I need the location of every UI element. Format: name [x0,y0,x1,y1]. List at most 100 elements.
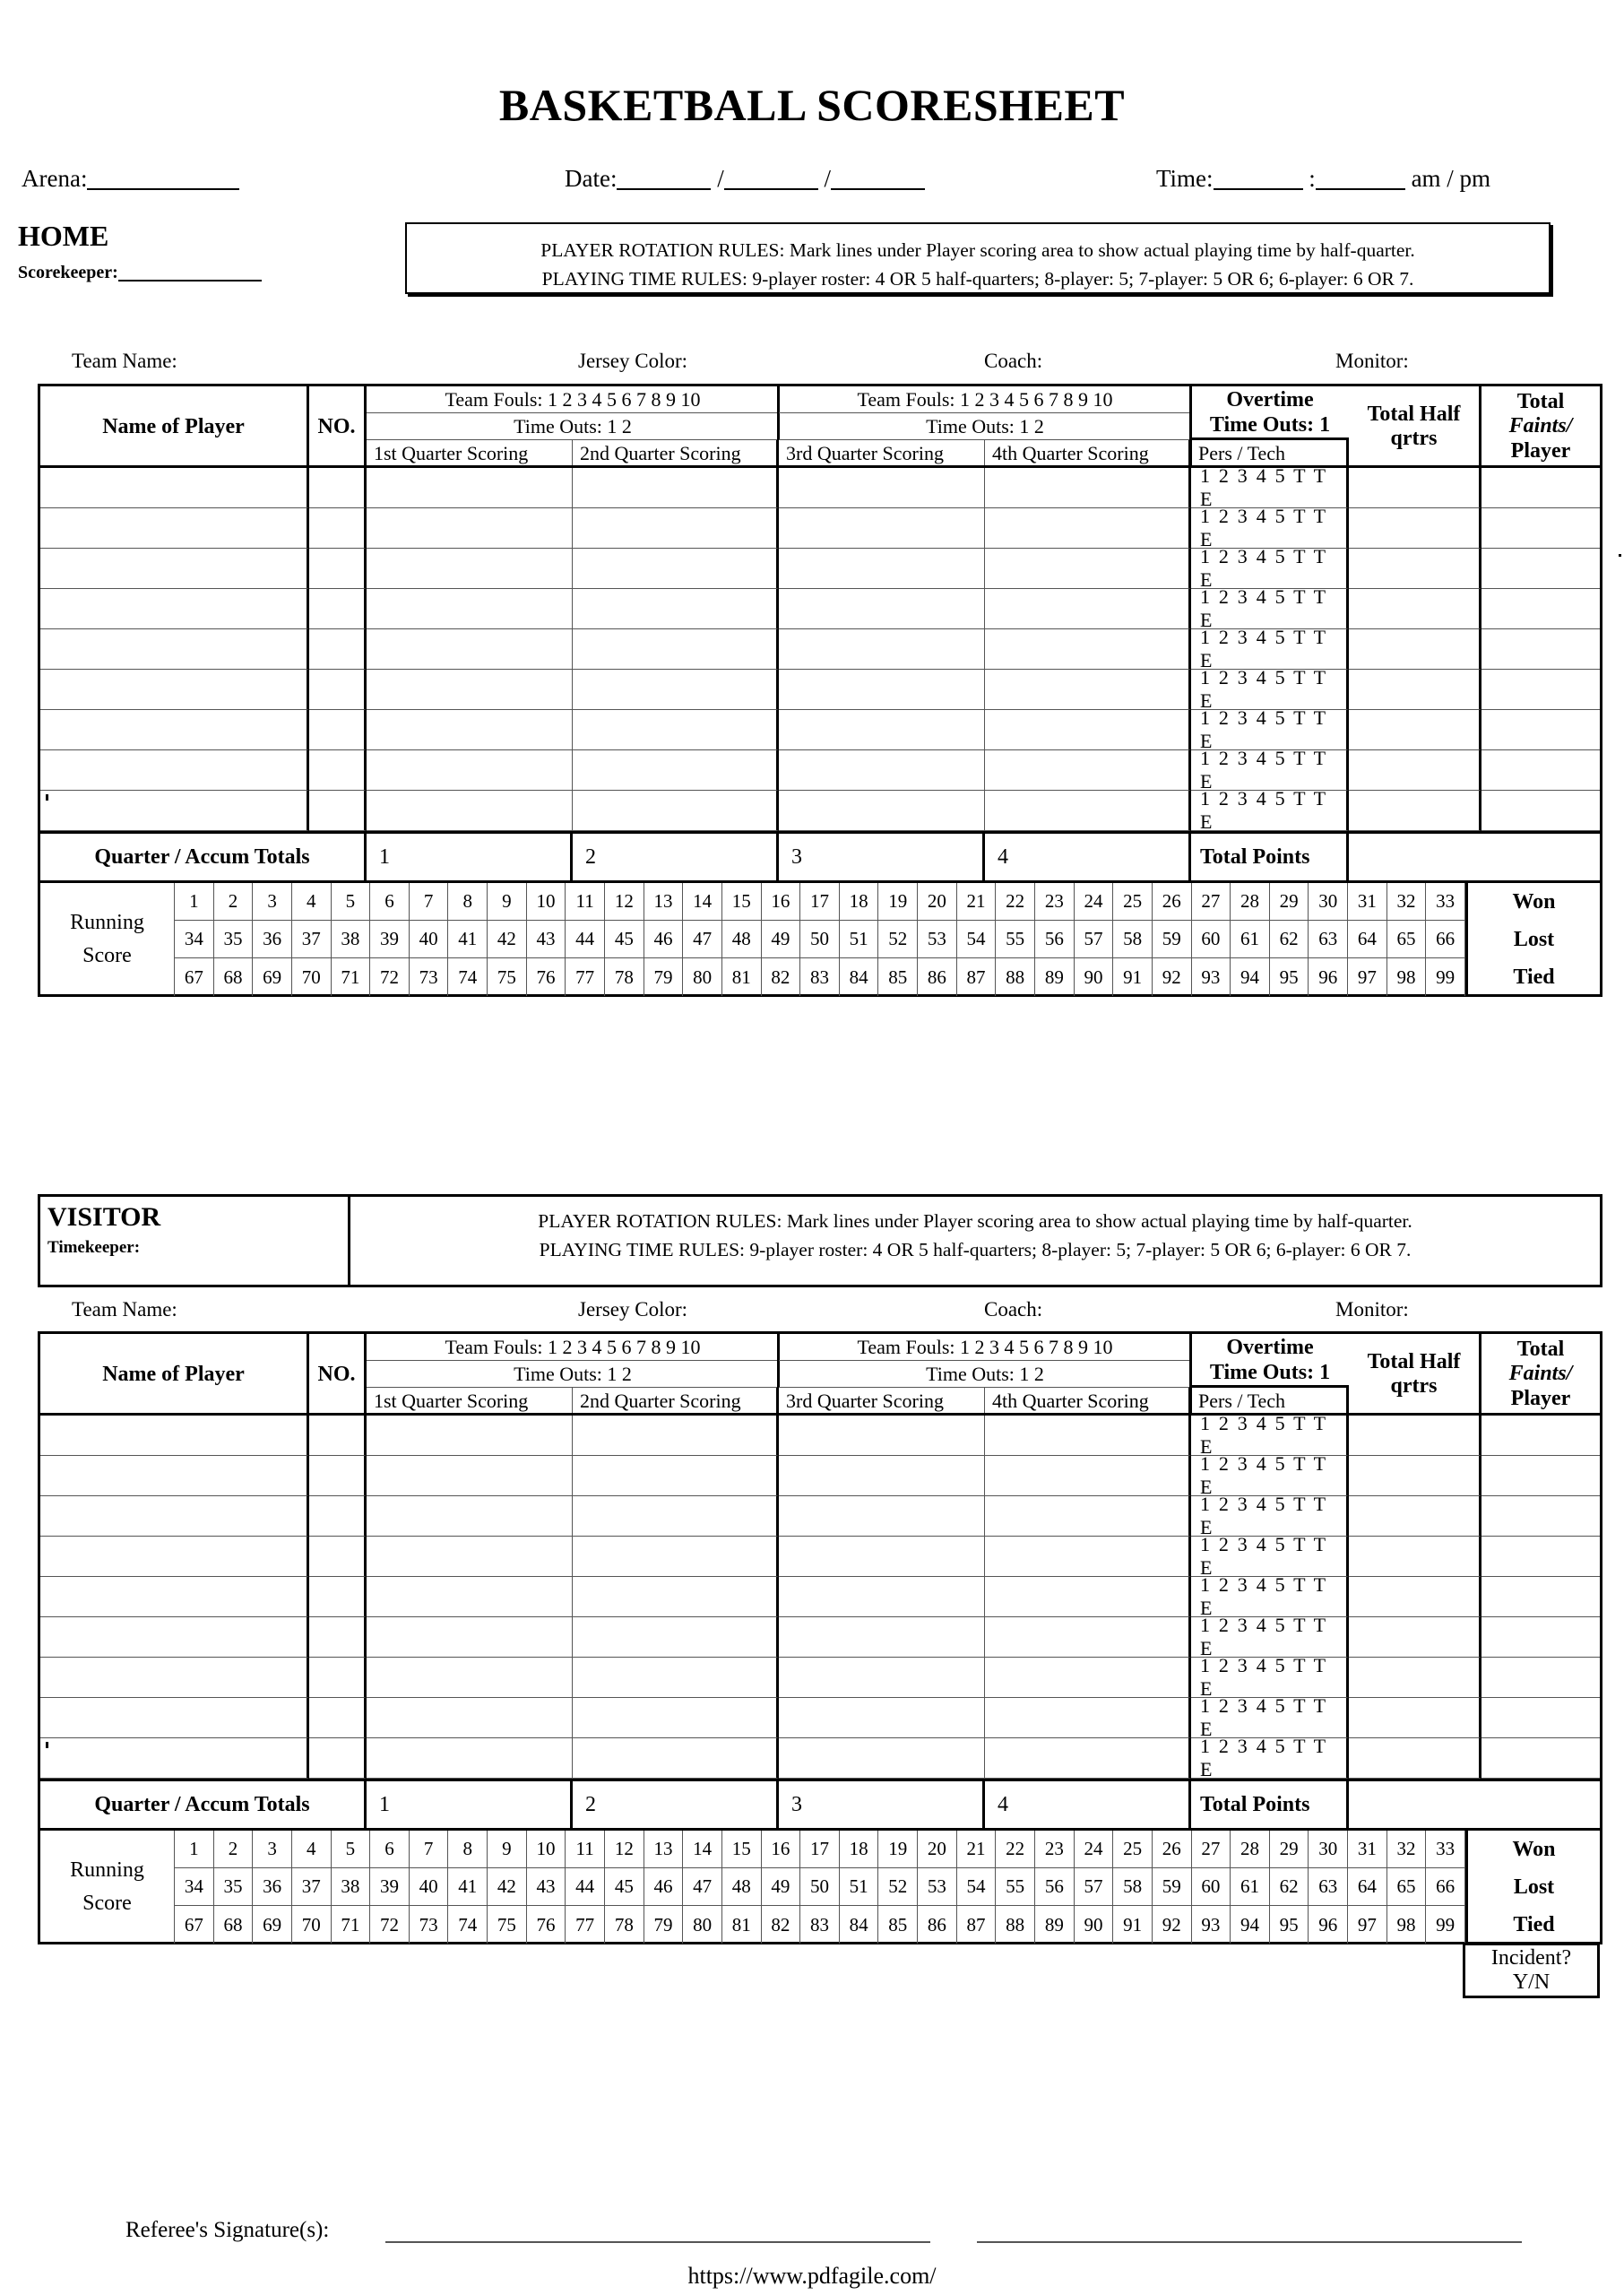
visitor-running-score-cell[interactable]: 47 [683,1868,722,1906]
visitor-totals-q2[interactable]: 2 [573,1781,779,1828]
visitor-running-score-cell[interactable]: 86 [918,1906,957,1944]
home-jersey-color-label[interactable]: Jersey Color: [578,350,688,372]
home-player-q1-cell[interactable] [367,710,573,750]
home-running-score-cell[interactable]: 77 [566,958,605,996]
home-running-score-cell[interactable]: 78 [605,958,644,996]
home-running-score-cell[interactable]: 37 [291,921,332,958]
home-player-q4-cell[interactable] [985,750,1191,791]
visitor-player-name-cell[interactable] [40,1416,309,1456]
home-monitor-label[interactable]: Monitor: [1335,350,1409,372]
visitor-running-score-cell[interactable]: 29 [1269,1831,1309,1868]
visitor-running-score-cell[interactable]: 68 [214,1906,254,1944]
home-running-score-cell[interactable]: 5 [331,883,371,921]
visitor-running-score-cell[interactable]: 6 [370,1831,410,1868]
visitor-running-score-cell[interactable]: 67 [175,1906,214,1944]
time-field[interactable]: Time: : am / pm [1156,165,1490,193]
visitor-player-q2-cell[interactable] [573,1738,779,1779]
visitor-player-total-faints-cell[interactable] [1481,1738,1600,1779]
visitor-player-q1-cell[interactable] [367,1537,573,1577]
home-running-score-cell[interactable]: 62 [1269,921,1309,958]
date-field[interactable]: Date: / / [565,165,926,193]
visitor-totals-q3[interactable]: 3 [779,1781,985,1828]
visitor-player-number-cell[interactable] [309,1577,367,1617]
home-running-score-cell[interactable]: 10 [526,883,566,921]
visitor-running-score-cell[interactable]: 76 [527,1906,566,1944]
visitor-player-q3-cell[interactable] [779,1416,985,1456]
home-running-score-cell[interactable]: 53 [918,921,957,958]
visitor-player-total-half-cell[interactable] [1349,1496,1481,1537]
home-player-q1-cell[interactable] [367,629,573,670]
visitor-running-score-cell[interactable]: 16 [761,1831,801,1868]
visitor-player-total-half-cell[interactable] [1349,1416,1481,1456]
visitor-running-score-cell[interactable]: 24 [1074,1831,1114,1868]
home-running-score-cell[interactable]: 19 [878,883,919,921]
home-player-q4-cell[interactable] [985,589,1191,629]
visitor-running-score-cell[interactable]: 35 [213,1868,254,1906]
scorekeeper-input[interactable] [117,258,262,281]
visitor-running-score-cell[interactable]: 90 [1075,1906,1114,1944]
home-player-fouls-cell[interactable]: 1 2 3 4 5 T T E [1191,508,1349,549]
visitor-running-score-cell[interactable]: 11 [566,1831,605,1868]
home-running-score-cell[interactable]: 7 [409,883,449,921]
incident-answer[interactable]: Y/N [1512,1970,1551,1994]
timekeeper-label[interactable]: Timekeeper: [48,1238,141,1257]
visitor-running-score-cell[interactable]: 80 [683,1906,722,1944]
visitor-running-score-cell[interactable]: 58 [1113,1868,1153,1906]
visitor-running-score-cell[interactable]: 82 [762,1906,801,1944]
home-player-fouls-cell[interactable]: 1 2 3 4 5 T T E [1191,710,1349,750]
home-running-score-cell[interactable]: 24 [1074,883,1114,921]
visitor-result-tied[interactable]: Tied [1513,1912,1555,1936]
visitor-player-q4-cell[interactable] [985,1537,1191,1577]
visitor-player-total-faints-cell[interactable] [1481,1658,1600,1698]
visitor-player-q4-cell[interactable] [985,1416,1191,1456]
visitor-running-score-cell[interactable]: 46 [644,1868,684,1906]
visitor-result-won[interactable]: Won [1512,1837,1556,1861]
home-running-score-cell[interactable]: 99 [1426,958,1465,996]
visitor-running-score-cell[interactable]: 22 [996,1831,1035,1868]
home-running-score-cell[interactable]: 28 [1231,883,1270,921]
home-running-score-cell[interactable]: 6 [370,883,410,921]
home-running-score-cell[interactable]: 20 [918,883,957,921]
home-player-total-half-cell[interactable] [1349,589,1481,629]
visitor-running-score-cell[interactable]: 48 [721,1868,762,1906]
home-player-q2-cell[interactable] [573,589,779,629]
visitor-player-q2-cell[interactable] [573,1416,779,1456]
visitor-running-score-cell[interactable]: 49 [761,1868,801,1906]
visitor-running-score-cell[interactable]: 45 [605,1868,644,1906]
visitor-running-score-cell[interactable]: 10 [526,1831,566,1868]
home-running-score-cell[interactable]: 84 [840,958,879,996]
visitor-running-score-cell[interactable]: 15 [721,1831,762,1868]
time-minute-input[interactable] [1315,167,1405,190]
home-running-score-cell[interactable]: 36 [253,921,292,958]
home-player-name-cell[interactable] [40,549,309,589]
home-running-score-cell[interactable]: 48 [721,921,762,958]
home-running-score-cell[interactable]: 34 [175,921,214,958]
home-player-q2-cell[interactable] [573,750,779,791]
visitor-running-score-cell[interactable]: 32 [1386,1831,1427,1868]
visitor-running-score-cell[interactable]: 53 [918,1868,957,1906]
visitor-player-q1-cell[interactable] [367,1738,573,1779]
visitor-player-q3-cell[interactable] [779,1537,985,1577]
visitor-player-fouls-cell[interactable]: 1 2 3 4 5 T T E [1191,1496,1349,1537]
visitor-player-q1-cell[interactable] [367,1416,573,1456]
visitor-coach-label[interactable]: Coach: [984,1298,1043,1321]
visitor-running-score-cell[interactable]: 55 [996,1868,1035,1906]
home-running-score-cell[interactable]: 69 [253,958,292,996]
visitor-player-total-half-cell[interactable] [1349,1658,1481,1698]
home-running-score-cell[interactable]: 40 [409,921,449,958]
home-result-tied[interactable]: Tied [1513,965,1555,989]
home-running-score-cell[interactable]: 12 [605,883,644,921]
visitor-running-score-cell[interactable]: 5 [331,1831,371,1868]
visitor-running-score-cell[interactable]: 27 [1191,1831,1231,1868]
visitor-player-total-half-cell[interactable] [1349,1577,1481,1617]
visitor-running-score-cell[interactable]: 57 [1074,1868,1114,1906]
visitor-running-score-cell[interactable]: 54 [956,1868,997,1906]
visitor-player-number-cell[interactable] [309,1698,367,1738]
home-running-score-cell[interactable]: 18 [839,883,879,921]
visitor-player-fouls-cell[interactable]: 1 2 3 4 5 T T E [1191,1416,1349,1456]
visitor-player-q3-cell[interactable] [779,1577,985,1617]
visitor-running-score-cell[interactable]: 19 [878,1831,919,1868]
home-player-q1-cell[interactable] [367,750,573,791]
home-running-score-cell[interactable]: 44 [566,921,605,958]
visitor-running-score-cell[interactable]: 74 [448,1906,488,1944]
